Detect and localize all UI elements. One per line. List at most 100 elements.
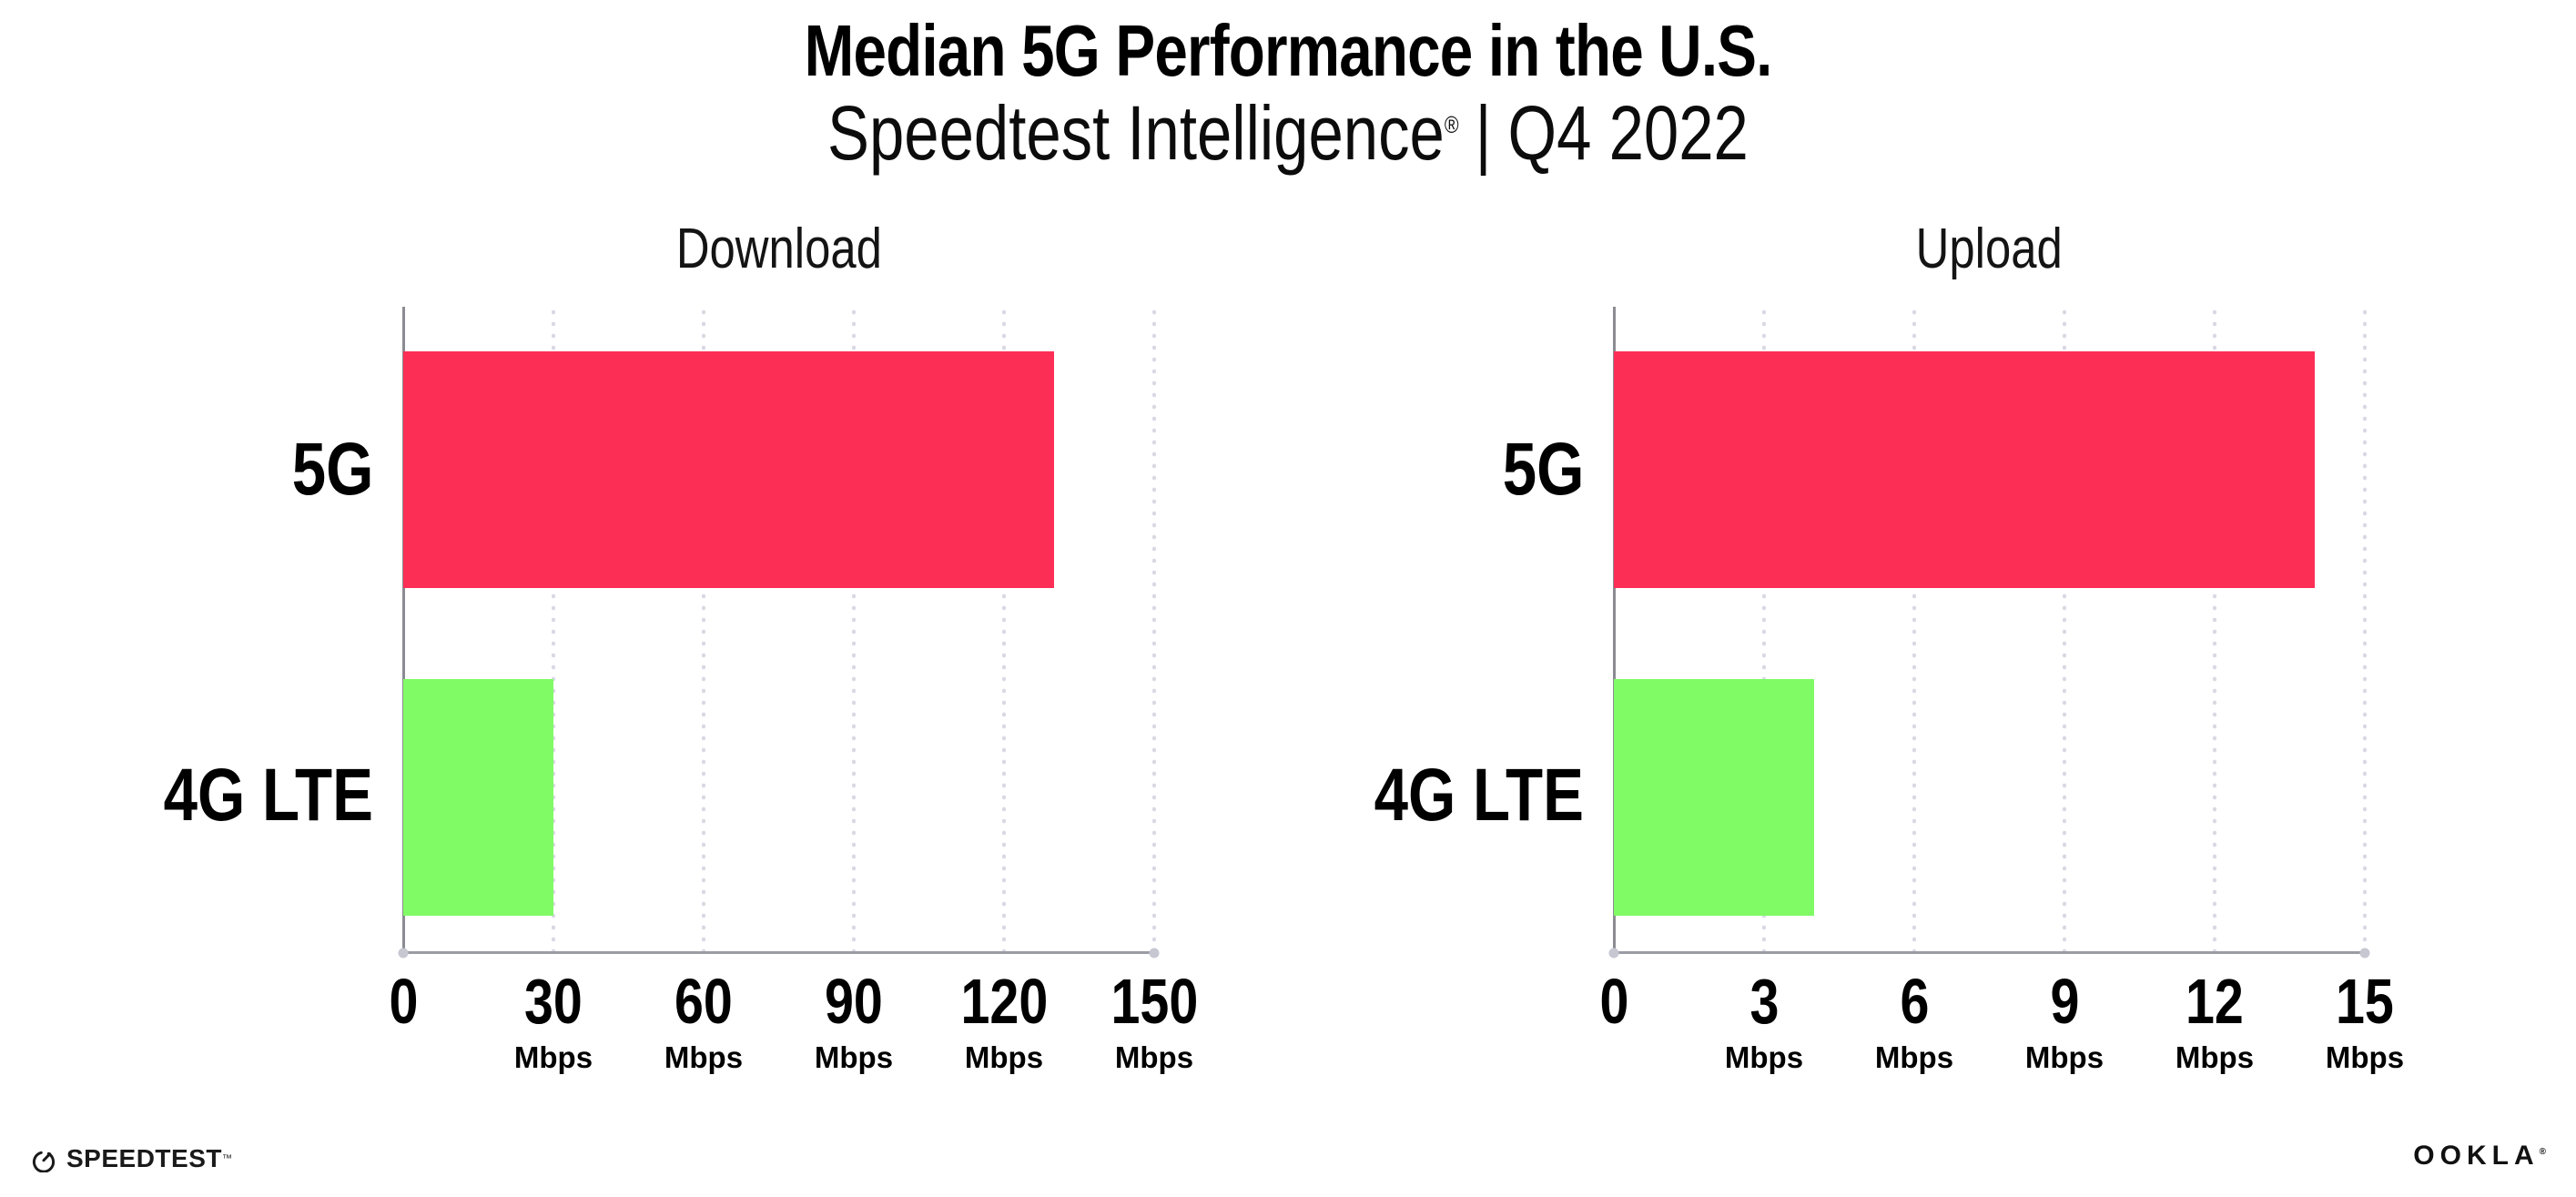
upload-bar-5g [1614,351,2315,588]
upload-x-tick-unit-15: Mbps [2325,1040,2405,1074]
download-axis-dot-150 [1149,948,1160,959]
subtitle-period: Q4 2022 [1507,90,1749,176]
registered-trademark-symbol: ® [1444,111,1459,138]
download-axis-dot-0 [398,948,409,959]
download-x-tick-value-0: 0 [294,969,512,1033]
speedtest-wordmark: SPEEDTEST [66,1144,222,1172]
upload-x-tick-value-15: 15 [2256,969,2474,1033]
upload-x-tick-value-12: 12 [2105,969,2324,1033]
download-bar-4g-lte [403,679,553,916]
header: Median 5G Performance in the U.S. Speedt… [0,0,2576,174]
upload-x-tick-value-9: 9 [1955,969,2174,1033]
upload-x-tick-unit-12: Mbps [2175,1040,2255,1074]
ookla-wordmark: OOKLA [2413,1141,2540,1171]
speedtest-trademark-symbol: ™ [221,1153,232,1164]
download-gridline-30 [552,307,555,953]
upload-category-label-5g: 5G [1220,422,1584,517]
download-chart-title: Download [403,217,1154,281]
download-x-tick-value-90: 90 [745,969,963,1033]
download-x-tick-150: 150 Mbps [1045,969,1263,1075]
upload-x-tick-value-text-15: 15 [2336,966,2394,1037]
download-category-label-text-4g-lte: 4G LTE [163,754,373,837]
upload-chart-title-text: Upload [1915,218,2064,280]
download-x-tick-value-text-60: 60 [674,966,733,1037]
download-x-tick-value-text-30: 30 [524,966,583,1037]
upload-category-label-text-5g: 5G [1502,428,1584,511]
upload-category-label-4g-lte: 4G LTE [1220,748,1584,843]
download-x-tick-value-text-120: 120 [960,966,1048,1037]
upload-x-tick-unit-9: Mbps [2024,1040,2104,1074]
upload-x-tick-unit-6: Mbps [1874,1040,1954,1074]
download-x-tick-value-30: 30 [444,969,663,1033]
download-x-tick-unit-120: Mbps [964,1040,1044,1074]
upload-x-tick-0: 0 [1505,969,1723,1033]
download-x-tick-value-text-90: 90 [825,966,883,1037]
download-chart-title-text: Download [675,218,882,280]
download-x-tick-90: 90 Mbps [745,969,963,1075]
download-x-tick-30: 30 Mbps [444,969,663,1075]
download-x-tick-value-text-0: 0 [389,966,418,1037]
page-title-text: Median 5G Performance in the U.S. [804,10,1773,91]
upload-axis-dot-15 [2359,948,2370,959]
ookla-trademark-symbol: ® [2539,1147,2546,1157]
download-x-tick-120: 120 Mbps [895,969,1113,1075]
download-chart: Download 0 30 Mbps 60 Mbps 90 Mbps 120 Mbps 150 Mb… [0,0,1211,1197]
download-category-label-text-5g: 5G [291,428,373,511]
download-y-axis [402,307,405,954]
upload-x-tick-value-text-9: 9 [2050,966,2079,1037]
download-gridline-150 [1152,307,1156,953]
download-category-label-4g-lte: 4G LTE [9,748,373,843]
upload-x-tick-unit-3: Mbps [1724,1040,1804,1074]
upload-x-tick-12: 12 Mbps [2105,969,2324,1075]
subtitle-brand: Speedtest Intelligence [827,90,1445,176]
download-category-label-5g: 5G [9,422,373,517]
download-plot-area: 0 30 Mbps 60 Mbps 90 Mbps 120 Mbps 150 Mbps [389,307,1198,1074]
download-x-tick-unit-60: Mbps [664,1040,744,1074]
download-gridline-120 [1002,307,1006,953]
download-x-tick-unit-30: Mbps [513,1040,593,1074]
upload-gridline-3 [1762,307,1766,953]
download-x-tick-value-150: 150 [1045,969,1263,1033]
download-bar-5g [403,351,1054,588]
upload-gridline-6 [1912,307,1916,953]
upload-y-axis [1613,307,1616,954]
upload-chart-title: Upload [1614,217,2365,281]
upload-x-tick-value-3: 3 [1655,969,1873,1033]
download-x-tick-unit-90: Mbps [814,1040,894,1074]
upload-plot-area: 0 3 Mbps 6 Mbps 9 Mbps 12 Mbps 15 Mbps [1599,307,2404,1074]
upload-x-tick-3: 3 Mbps [1655,969,1873,1075]
upload-gridline-9 [2063,307,2066,953]
upload-x-tick-value-text-0: 0 [1599,966,1628,1037]
speedtest-gauge-icon [32,1151,56,1172]
upload-x-tick-value-text-3: 3 [1749,966,1779,1037]
upload-category-label-text-4g-lte: 4G LTE [1374,754,1584,837]
upload-bar-4g-lte [1614,679,1814,916]
upload-x-tick-value-text-6: 6 [1900,966,1929,1037]
page-subtitle: Speedtest Intelligence® | Q4 2022 [0,93,2576,173]
download-x-tick-value-120: 120 [895,969,1113,1033]
download-x-axis [402,951,1154,954]
upload-gridline-15 [2363,307,2367,953]
upload-x-tick-value-text-12: 12 [2186,966,2244,1037]
upload-axis-dot-0 [1608,948,1619,959]
upload-chart: Upload 0 3 Mbps 6 Mbps 9 Mbps 12 Mbps 15 Mbps 5G 4G… [1211,0,2421,1197]
ookla-logo: OOKLA® [2413,1141,2546,1172]
download-x-tick-unit-150: Mbps [1114,1040,1194,1074]
download-x-tick-value-60: 60 [594,969,813,1033]
upload-gridline-12 [2213,307,2216,953]
upload-x-tick-15: 15 Mbps [2256,969,2474,1075]
upload-x-tick-6: 6 Mbps [1805,969,2023,1075]
upload-x-axis [1613,951,2365,954]
download-x-tick-value-text-150: 150 [1111,966,1198,1037]
download-gridline-60 [702,307,705,953]
upload-x-tick-value-6: 6 [1805,969,2023,1033]
upload-x-tick-value-0: 0 [1505,969,1723,1033]
page-title: Median 5G Performance in the U.S. [0,13,2576,89]
download-gridline-90 [852,307,856,953]
page-subtitle-text: Speedtest Intelligence® | Q4 2022 [827,93,1749,173]
download-x-tick-60: 60 Mbps [594,969,813,1075]
download-x-tick-0: 0 [294,969,512,1033]
subtitle-separator: | [1475,90,1492,176]
speedtest-logo: SPEEDTEST ™ [30,1144,232,1173]
